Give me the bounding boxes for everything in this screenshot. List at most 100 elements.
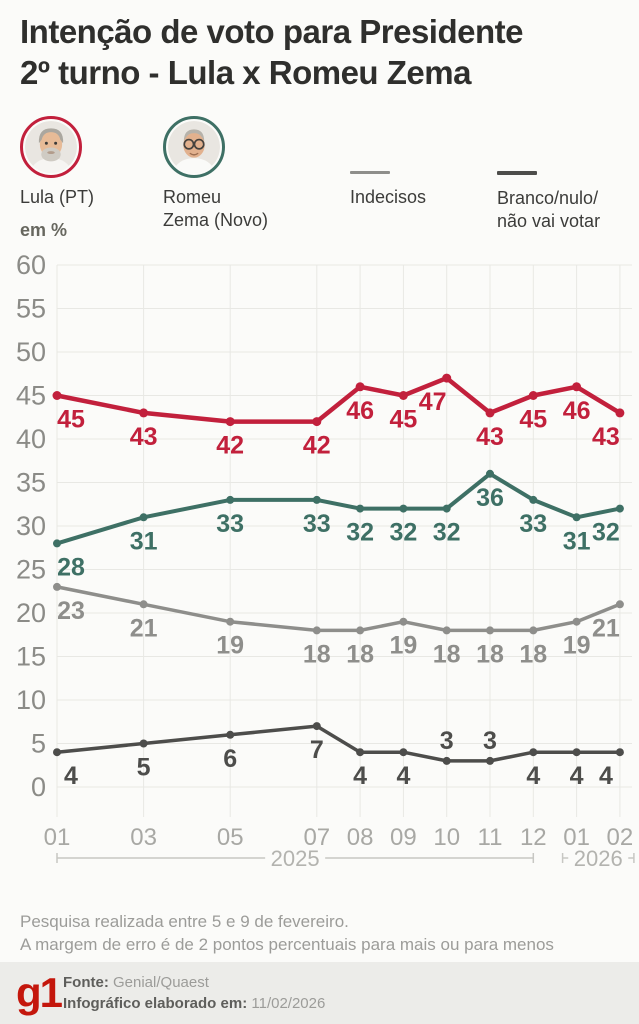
svg-text:18: 18 [346,640,374,668]
svg-text:28: 28 [57,553,85,581]
footer-credits: Fonte: Genial/Quaest Infográfico elabora… [63,972,325,1014]
footnote-line-1: Pesquisa realizada entre 5 e 9 de fevere… [20,912,349,931]
svg-text:45: 45 [389,406,417,434]
chart: 0 5 10 15 20 25 30 35 40 45 50 55 60 01 03 05 07 08 09 10 11… [0,245,639,893]
svg-text:4: 4 [570,762,584,790]
legend-label-indecisos: Indecisos [350,187,427,207]
svg-text:33: 33 [216,510,244,538]
svg-text:07: 07 [303,824,330,851]
svg-text:47: 47 [419,388,447,416]
source-line: Fonte: Genial/Quaest [63,972,325,993]
made-line: Infográfico elaborado em: 11/02/2026 [63,993,325,1014]
source-label: Fonte: [63,974,109,991]
svg-text:02: 02 [607,824,634,851]
svg-text:36: 36 [476,484,504,512]
svg-text:4: 4 [599,762,613,790]
svg-text:5: 5 [31,729,46,759]
svg-text:19: 19 [216,632,244,660]
made-value: 11/02/2026 [251,995,326,1012]
legend-item-indecisos: Indecisos [350,116,426,209]
title-line-1: Intenção de voto para Presidente [20,13,523,50]
svg-text:4: 4 [353,762,367,790]
svg-text:3: 3 [483,727,497,755]
svg-text:20: 20 [16,598,46,628]
svg-text:43: 43 [476,423,504,451]
svg-text:4: 4 [526,762,540,790]
svg-text:30: 30 [16,511,46,541]
svg-text:3: 3 [440,727,454,755]
svg-text:43: 43 [592,423,620,451]
svg-text:18: 18 [476,640,504,668]
svg-text:21: 21 [130,614,158,642]
svg-text:45: 45 [57,406,85,434]
made-label: Infográfico elaborado em: [63,995,248,1012]
svg-text:4: 4 [396,762,410,790]
svg-text:32: 32 [346,519,374,547]
legend-label-zema: Romeu Zema (Novo) [163,187,269,230]
svg-text:55: 55 [16,294,46,324]
legend-label-branco-nulo: Branco/nulo/ não vai votar [497,188,601,231]
source-value: Genial/Quaest [113,974,209,991]
svg-text:15: 15 [16,642,46,672]
svg-text:32: 32 [433,519,461,547]
svg-text:42: 42 [303,432,331,460]
svg-text:18: 18 [303,640,331,668]
svg-text:09: 09 [390,824,417,851]
svg-text:0: 0 [31,772,46,802]
branco-nulo-line-swatch-icon [497,171,537,175]
svg-text:18: 18 [433,640,461,668]
legend-item-branco-nulo: Branco/nulo/ não vai votar [497,116,600,232]
svg-text:10: 10 [433,824,460,851]
lula-avatar-icon [25,121,77,173]
g1-logo: g1 [16,969,63,1016]
svg-text:46: 46 [346,397,374,425]
unit-label: em % [20,220,68,240]
svg-text:23: 23 [57,597,85,625]
svg-text:19: 19 [563,632,591,660]
svg-text:01: 01 [44,824,71,851]
svg-text:33: 33 [303,510,331,538]
svg-text:11: 11 [478,824,503,851]
legend-item-zema: Romeu Zema (Novo) [163,116,268,231]
svg-text:2025: 2025 [271,846,320,871]
svg-text:60: 60 [16,250,46,280]
title-line-2: 2º turno - Lula x Romeu Zema [20,53,471,91]
footnote-line-2: A margem de erro é de 2 pontos percentua… [20,935,554,955]
svg-text:21: 21 [592,614,620,642]
svg-text:03: 03 [130,824,157,851]
svg-text:19: 19 [389,632,417,660]
svg-text:32: 32 [592,519,620,547]
zema-avatar [163,116,225,178]
zema-avatar-icon [168,121,220,173]
svg-text:43: 43 [130,423,158,451]
legend-label-lula: Lula (PT) [20,187,95,207]
svg-text:33: 33 [519,510,547,538]
svg-text:4: 4 [64,762,78,790]
svg-text:7: 7 [310,736,324,764]
svg-text:05: 05 [217,824,244,851]
footnote: Pesquisa realizada entre 5 e 9 de fevere… [20,910,620,957]
svg-text:50: 50 [16,337,46,367]
footer-bar: g1 Fonte: Genial/Quaest Infográfico elab… [0,962,639,1024]
page-title: Intenção de voto para Presidente 2º turn… [20,12,620,94]
svg-text:2026: 2026 [574,846,623,871]
svg-text:18: 18 [519,640,547,668]
svg-text:10: 10 [16,685,46,715]
svg-text:31: 31 [130,527,158,555]
svg-text:46: 46 [563,397,591,425]
svg-text:42: 42 [216,432,244,460]
svg-text:40: 40 [16,424,46,454]
svg-text:32: 32 [389,519,417,547]
svg-text:6: 6 [223,745,237,773]
legend-item-lula: Lula (PT) [20,116,94,209]
indecisos-line-swatch-icon [350,171,390,174]
svg-text:35: 35 [16,468,46,498]
svg-text:31: 31 [563,527,591,555]
svg-text:08: 08 [347,824,374,851]
svg-text:45: 45 [16,381,46,411]
svg-text:01: 01 [563,824,590,851]
svg-text:25: 25 [16,555,46,585]
lula-avatar [20,116,82,178]
